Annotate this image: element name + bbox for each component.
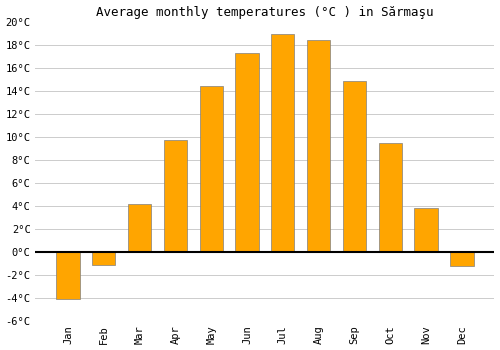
Bar	[200, 86, 223, 252]
Bar	[236, 54, 258, 252]
Bar	[128, 204, 151, 252]
Title: Average monthly temperatures (°C ) in Sărmaşu: Average monthly temperatures (°C ) in Să…	[96, 6, 434, 19]
Bar	[164, 140, 187, 252]
Bar	[271, 34, 294, 252]
Bar	[92, 252, 116, 265]
Bar	[378, 143, 402, 252]
Bar	[56, 252, 80, 299]
Bar	[450, 252, 473, 266]
Bar	[307, 40, 330, 252]
Bar	[343, 81, 366, 252]
Bar	[414, 208, 438, 252]
